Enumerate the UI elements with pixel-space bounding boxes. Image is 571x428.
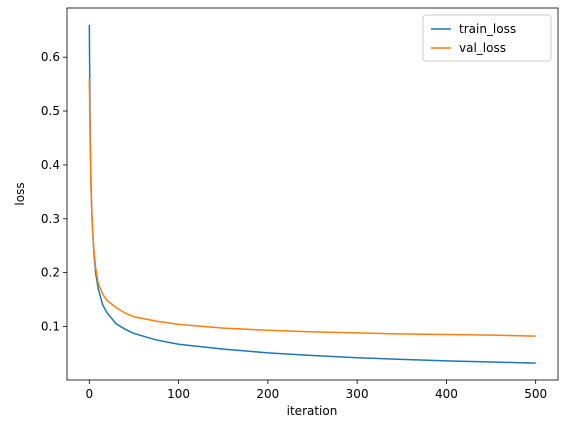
x-tick-label: 500 bbox=[524, 387, 547, 401]
x-axis-label: iteration bbox=[287, 404, 338, 418]
y-tick-label: 0.4 bbox=[41, 158, 60, 172]
legend: train_loss val_loss bbox=[422, 14, 552, 62]
x-tick-label: 300 bbox=[346, 387, 369, 401]
y-tick-label: 0.1 bbox=[41, 319, 60, 333]
y-tick-label: 0.2 bbox=[41, 266, 60, 280]
axes-frame bbox=[66, 7, 559, 381]
y-axis-label: loss bbox=[13, 182, 27, 205]
y-tick-label: 0.6 bbox=[41, 50, 60, 64]
y-tick-label: 0.3 bbox=[41, 212, 60, 226]
x-tick-label: 100 bbox=[167, 387, 190, 401]
legend-label: train_loss bbox=[459, 22, 516, 36]
x-tick-label: 400 bbox=[435, 387, 458, 401]
legend-box bbox=[422, 14, 552, 62]
line-series bbox=[88, 78, 536, 337]
line-series bbox=[88, 24, 536, 364]
x-tick-label: 200 bbox=[256, 387, 279, 401]
x-tick-label: 0 bbox=[85, 387, 93, 401]
legend-label: val_loss bbox=[459, 41, 506, 55]
y-tick-label: 0.5 bbox=[41, 104, 60, 118]
